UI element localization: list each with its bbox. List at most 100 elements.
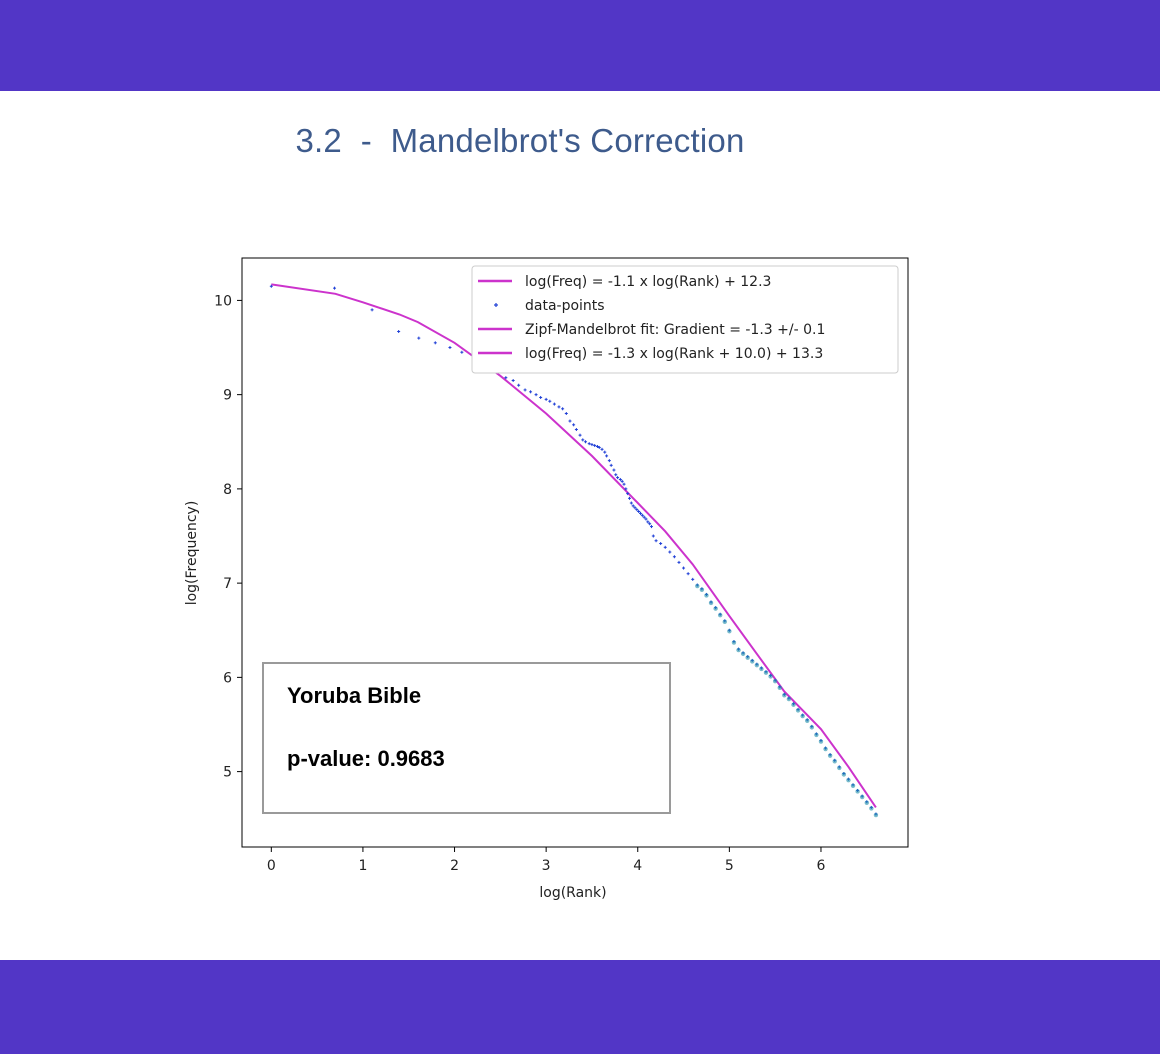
data-point — [846, 777, 851, 783]
data-point — [574, 428, 578, 432]
data-point — [523, 388, 527, 392]
data-point-dense — [800, 713, 805, 719]
data-point — [648, 522, 652, 526]
data-point-dense — [708, 600, 714, 606]
data-point — [529, 390, 533, 394]
legend: log(Freq) = -1.1 x log(Rank) + 12.3 data-… — [471, 265, 899, 374]
data-point — [370, 308, 374, 312]
x-tick-label: 1 — [358, 858, 367, 874]
data-point-dense — [841, 772, 847, 777]
data-point — [837, 765, 842, 771]
data-point — [777, 685, 782, 690]
legend-box — [471, 265, 899, 374]
data-point — [642, 515, 646, 519]
annotation-box: Yoruba Bible p-value: 0.9683 — [262, 662, 671, 814]
data-point — [855, 788, 860, 794]
data-point — [827, 753, 833, 758]
data-point — [587, 442, 591, 446]
data-point — [616, 476, 620, 480]
axis-ticks: 0 1 2 3 4 5 6 5 6 7 8 9 10 — [214, 293, 825, 874]
data-point — [635, 508, 639, 512]
data-point-dense — [818, 739, 824, 744]
data-point — [609, 463, 613, 467]
data-point-dense — [718, 613, 723, 618]
data-point — [433, 341, 437, 345]
data-point — [832, 758, 837, 764]
data-point-dense — [699, 587, 705, 592]
footer-band — [0, 960, 1160, 1054]
data-point — [628, 496, 632, 500]
data-point — [713, 606, 718, 611]
data-point — [686, 572, 690, 576]
data-point — [763, 670, 769, 675]
x-tick-label: 6 — [817, 858, 826, 874]
data-point-dense — [809, 725, 815, 730]
data-point-dense — [750, 659, 755, 664]
data-point — [590, 443, 594, 447]
data-point-dense — [814, 732, 819, 738]
legend-label: log(Freq) = -1.3 x log(Rank + 10.0) + 13… — [525, 346, 823, 362]
data-point — [534, 393, 538, 397]
data-point — [672, 555, 676, 559]
data-point — [695, 583, 700, 589]
data-point — [759, 666, 764, 672]
data-point — [704, 592, 709, 598]
data-point-dense — [869, 806, 874, 811]
data-point-dense — [772, 678, 778, 684]
data-point — [818, 739, 824, 744]
data-point — [624, 487, 628, 491]
data-point — [607, 459, 611, 463]
data-point — [782, 692, 787, 698]
data-point — [754, 662, 760, 668]
data-point-dense — [777, 685, 782, 690]
data-point — [718, 612, 723, 618]
data-point-dense — [873, 812, 879, 818]
data-point-dense — [731, 640, 737, 645]
data-point — [691, 577, 695, 581]
data-point — [651, 534, 655, 538]
data-point — [750, 658, 755, 664]
data-point — [736, 647, 741, 653]
data-point-dense — [768, 674, 773, 679]
data-point — [795, 707, 801, 713]
data-point-dense — [759, 666, 764, 672]
data-point — [564, 411, 568, 415]
legend-label: Zipf-Mandelbrot fit: Gradient = -1.3 +/-… — [525, 322, 825, 338]
data-point — [649, 525, 653, 529]
data-point — [677, 560, 681, 564]
data-point-dense — [846, 777, 851, 783]
data-point — [557, 405, 561, 409]
data-point-dense — [823, 746, 828, 752]
y-tick-label: 7 — [223, 576, 232, 592]
data-point — [269, 284, 273, 288]
data-point-dense — [727, 629, 732, 634]
data-point — [417, 336, 421, 340]
data-point — [869, 805, 874, 811]
data-point — [593, 444, 597, 448]
legend-label: log(Freq) = -1.1 x log(Rank) + 12.3 — [525, 274, 771, 290]
data-point — [682, 566, 686, 570]
data-point — [873, 812, 879, 818]
series-layer — [269, 283, 879, 818]
data-point — [805, 718, 810, 723]
data-point — [595, 444, 599, 448]
data-point-dense — [704, 593, 709, 598]
y-tick-label: 5 — [223, 765, 232, 781]
data-point — [663, 545, 667, 549]
data-point — [544, 397, 548, 401]
data-point-dense — [832, 759, 837, 764]
data-point — [448, 346, 452, 350]
data-point — [640, 513, 644, 517]
data-point — [850, 783, 856, 789]
data-point — [654, 539, 658, 543]
data-point — [629, 501, 633, 505]
data-point — [864, 800, 869, 805]
data-point — [578, 433, 582, 437]
data-point — [618, 477, 622, 481]
data-point — [637, 510, 641, 514]
x-tick-label: 5 — [725, 858, 734, 874]
data-point — [841, 771, 847, 777]
data-point — [603, 450, 607, 454]
data-point — [699, 587, 705, 592]
